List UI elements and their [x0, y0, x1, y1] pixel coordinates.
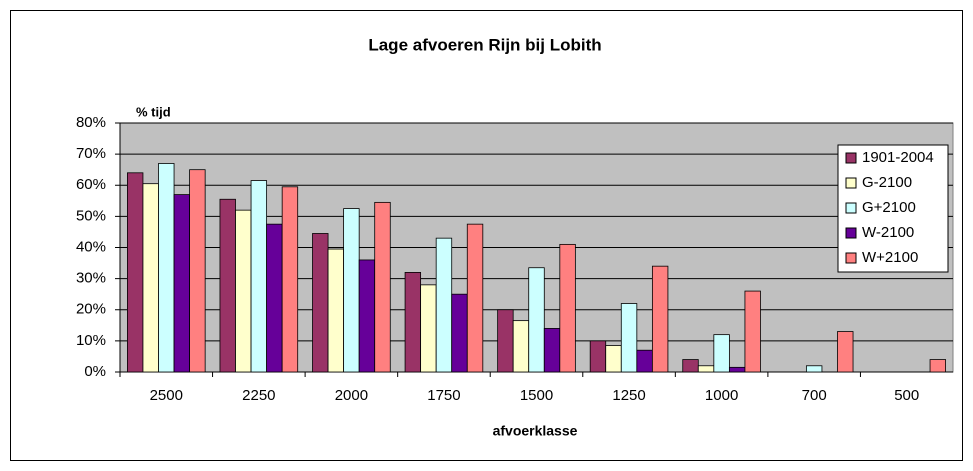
bar: [281, 186, 299, 373]
bar: [327, 248, 345, 373]
bar: [512, 320, 530, 373]
bar: [404, 271, 422, 373]
bar: [374, 201, 391, 373]
bar: [682, 359, 699, 373]
bar: [543, 328, 561, 373]
legend-label: 1901-2004: [862, 149, 934, 166]
bar: [219, 198, 236, 373]
bar: [451, 293, 468, 373]
y-tick-label: 30%: [76, 270, 106, 287]
y-tick-label: 50%: [76, 207, 106, 224]
bar: [142, 183, 159, 373]
y-tick-label: 10%: [76, 332, 106, 349]
y-tick-label: 70%: [76, 145, 106, 162]
bar: [343, 208, 360, 373]
bar: [435, 237, 453, 373]
x-axis-title: afvoerklasse: [493, 423, 578, 439]
x-tick-label: 1750: [427, 387, 460, 404]
bar: [266, 223, 283, 373]
legend-label: W+2100: [862, 249, 918, 266]
bar: [837, 331, 854, 373]
bar: [127, 172, 144, 373]
y-tick-label: 20%: [76, 301, 106, 318]
bar: [559, 243, 576, 373]
legend-swatch: [845, 227, 857, 239]
legend-label: G-2100: [862, 174, 912, 191]
bar: [636, 349, 653, 373]
x-tick-label: 2250: [242, 387, 275, 404]
x-tick-label: 500: [894, 387, 919, 404]
x-tick-label: 1250: [612, 387, 645, 404]
y-tick-label: 40%: [76, 238, 106, 255]
bar: [605, 345, 622, 373]
bar: [805, 365, 823, 373]
y-tick-label: 0%: [84, 363, 106, 380]
x-tick-label: 1500: [520, 387, 553, 404]
y-tick-label: 80%: [76, 114, 106, 131]
bar: [497, 309, 514, 373]
legend-swatch: [845, 152, 857, 164]
bar: [173, 194, 191, 373]
bar: [620, 303, 638, 373]
chart-title: Lage afvoeren Rijn bij Lobith: [368, 35, 601, 54]
bar: [189, 169, 206, 373]
x-tick-label: 700: [802, 387, 827, 404]
y-axis-title: % tijd: [136, 104, 171, 119]
x-tick-label: 2500: [150, 387, 183, 404]
legend-label: G+2100: [862, 199, 916, 216]
bar: [744, 290, 761, 373]
legend-swatch: [845, 202, 857, 214]
bar: [589, 340, 607, 373]
legend-swatch: [845, 252, 857, 264]
bar: [158, 163, 175, 373]
bar: [466, 223, 484, 373]
bar: [358, 259, 376, 373]
x-tick-label: 2000: [335, 387, 368, 404]
y-tick-label: 60%: [76, 176, 106, 193]
bar: [929, 359, 946, 373]
bar: [312, 233, 329, 373]
x-tick-label: 1000: [705, 387, 738, 404]
bar: [235, 209, 252, 373]
bar: [713, 334, 730, 373]
legend-swatch: [845, 177, 857, 189]
legend-label: W-2100: [862, 224, 914, 241]
bar: [728, 366, 746, 373]
bar: [528, 267, 545, 373]
bar: [250, 180, 268, 373]
bar: [420, 284, 437, 373]
bar: [697, 365, 715, 373]
bar: [651, 265, 669, 373]
